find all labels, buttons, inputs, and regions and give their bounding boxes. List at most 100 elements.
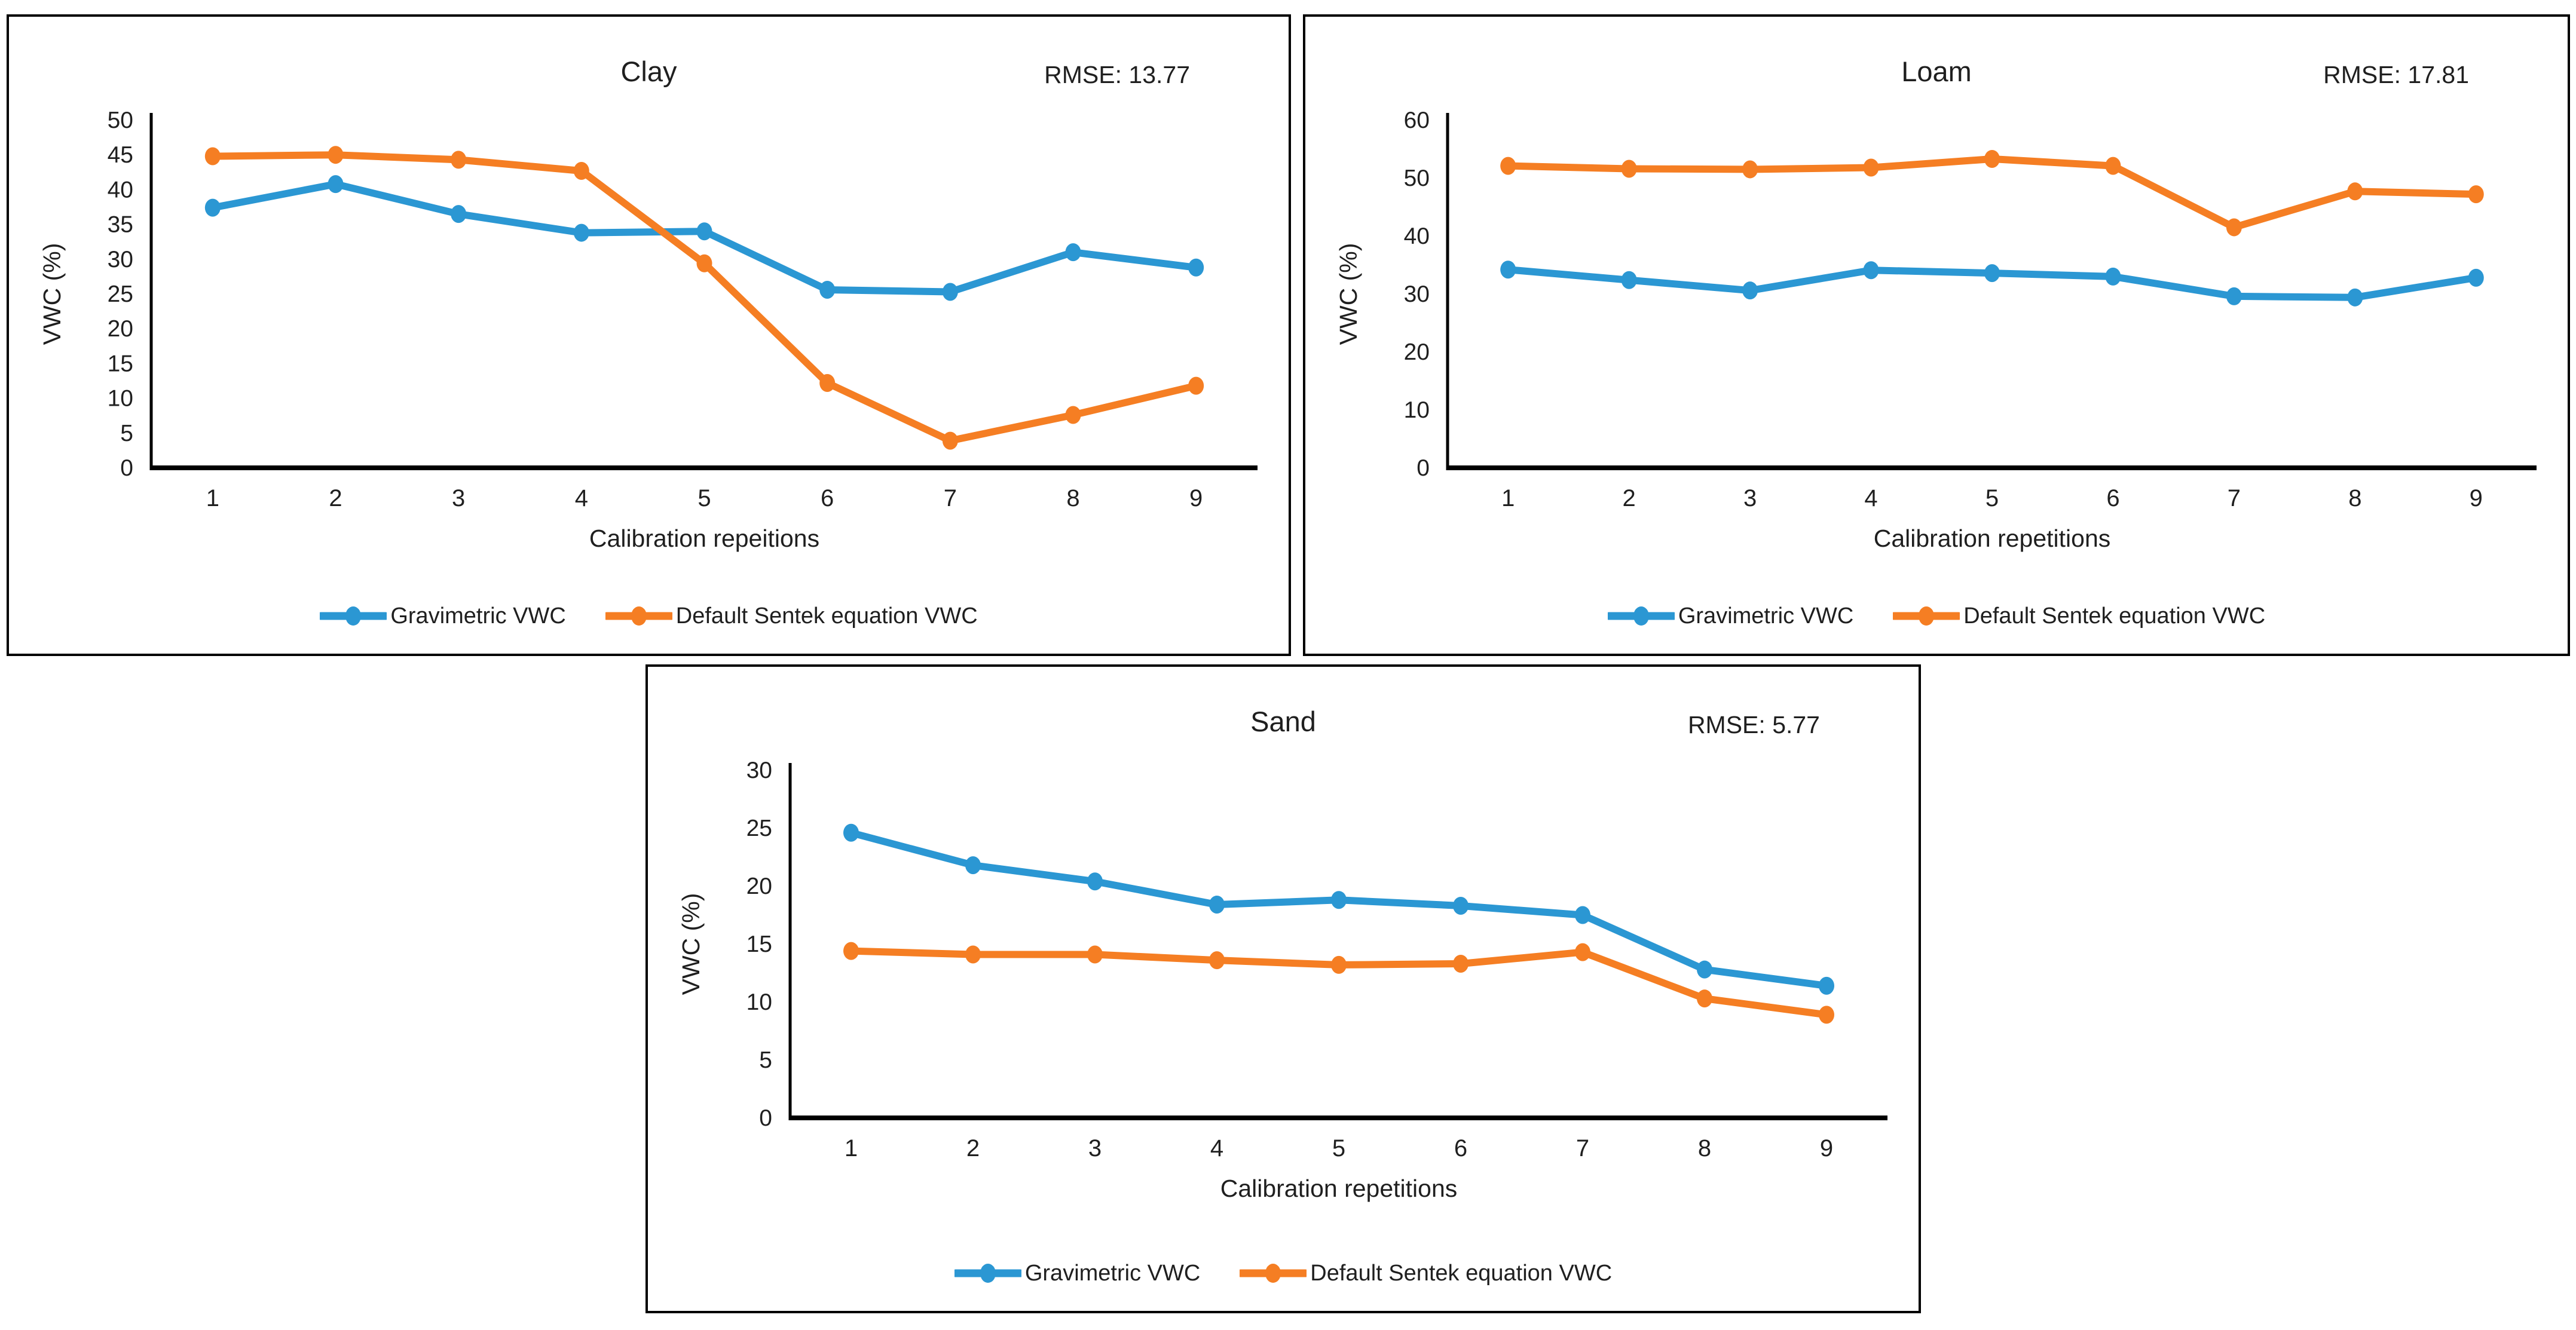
y-tick-label: 10 bbox=[1404, 397, 1430, 423]
x-tick-label: 6 bbox=[2106, 485, 2119, 511]
sentek-data-point bbox=[1065, 406, 1081, 424]
gravimetric-data-point bbox=[1863, 261, 1879, 280]
gravimetric-data-point bbox=[819, 281, 836, 299]
gravimetric-legend-marker-icon bbox=[320, 606, 387, 626]
sentek-data-point bbox=[1209, 951, 1225, 970]
x-tick-label: 9 bbox=[2470, 485, 2483, 511]
gravimetric-data-point bbox=[843, 823, 859, 842]
gravimetric-data-point bbox=[1331, 891, 1347, 909]
legend-item-sentek: Default Sentek equation VWC bbox=[1893, 602, 2265, 630]
x-tick-label: 9 bbox=[1820, 1135, 1833, 1162]
axes bbox=[788, 763, 1887, 1120]
chart-title-loam: Loam bbox=[1901, 56, 1972, 87]
y-tick-label: 0 bbox=[1417, 455, 1430, 481]
y-tick-label: 30 bbox=[747, 758, 772, 783]
sentek-data-point bbox=[965, 945, 981, 964]
x-tick-label: 6 bbox=[821, 485, 834, 511]
y-tick-label: 25 bbox=[108, 281, 133, 307]
x-tick-label: 8 bbox=[2348, 485, 2361, 511]
x-tick-label: 7 bbox=[944, 485, 957, 511]
y-tick-label: 35 bbox=[108, 212, 133, 238]
sentek-series-line bbox=[209, 151, 1200, 445]
sentek-data-point bbox=[843, 942, 859, 960]
y-tick-label: 20 bbox=[747, 874, 772, 899]
x-tick-label: 8 bbox=[1698, 1135, 1711, 1162]
gravimetric-legend-marker-icon bbox=[954, 1264, 1021, 1283]
x-tick-label: 2 bbox=[329, 485, 342, 511]
sentek-data-point bbox=[1742, 160, 1758, 179]
sentek-series-line bbox=[1504, 155, 2480, 231]
legend-loam: Gravimetric VWC Default Sentek equation V… bbox=[1305, 602, 2568, 630]
y-tick-label: 20 bbox=[108, 316, 133, 342]
legend-label-sentek: Default Sentek equation VWC bbox=[1963, 603, 2266, 629]
gravimetric-data-point bbox=[2105, 267, 2121, 286]
x-tick-label: 4 bbox=[575, 485, 588, 511]
legend-item-gravimetric: Gravimetric VWC bbox=[1607, 602, 1853, 630]
sentek-data-point bbox=[696, 254, 712, 272]
x-tick-label: 4 bbox=[1210, 1135, 1223, 1162]
y-tick-label: 0 bbox=[120, 455, 133, 481]
x-tick-labels: 1 2 3 4 5 6 7 8 9 bbox=[206, 485, 1203, 511]
gravimetric-series bbox=[1500, 261, 2484, 307]
legend-item-gravimetric: Gravimetric VWC bbox=[320, 602, 566, 630]
gravimetric-data-point bbox=[1819, 976, 1834, 995]
rmse-label-clay: RMSE: 13.77 bbox=[1044, 61, 1190, 88]
gravimetric-data-point bbox=[1209, 896, 1225, 914]
chart-title-sand: Sand bbox=[1250, 706, 1316, 737]
chart-panel-sand: Sand RMSE: 5.77 0 5 10 15 20 25 30 1 2 3 4 5 6 7 8 9 Cal… bbox=[645, 664, 1921, 1313]
x-tick-label: 3 bbox=[1088, 1135, 1102, 1162]
legend-label-gravimetric: Gravimetric VWC bbox=[390, 603, 566, 629]
x-tick-label: 7 bbox=[1576, 1135, 1589, 1162]
gravimetric-data-point bbox=[1621, 271, 1637, 289]
y-tick-label: 5 bbox=[759, 1047, 772, 1073]
y-tick-label: 10 bbox=[747, 989, 772, 1015]
sentek-data-point bbox=[1621, 160, 1637, 178]
y-tick-label: 15 bbox=[747, 931, 772, 957]
sentek-data-point bbox=[1331, 955, 1347, 974]
sentek-data-point bbox=[1453, 954, 1468, 973]
y-tick-label: 15 bbox=[108, 351, 133, 376]
y-axis-title: VWC (%) bbox=[677, 893, 705, 995]
gravimetric-data-point bbox=[1742, 281, 1758, 300]
gravimetric-data-point bbox=[1984, 264, 2000, 283]
sentek-data-point bbox=[1819, 1006, 1834, 1024]
gravimetric-data-point bbox=[573, 223, 589, 242]
rmse-label-loam: RMSE: 17.81 bbox=[2323, 61, 2469, 88]
x-tick-label: 5 bbox=[1332, 1135, 1345, 1162]
x-tick-label: 1 bbox=[845, 1135, 858, 1162]
chart-panel-loam: Loam RMSE: 17.81 0 10 20 30 40 50 60 1 2 3 4 5 6 7 8 9 C… bbox=[1303, 14, 2570, 656]
sentek-data-point bbox=[1697, 989, 1712, 1008]
sentek-data-point bbox=[204, 147, 221, 166]
sentek-data-point bbox=[1984, 149, 2000, 168]
legend-label-gravimetric: Gravimetric VWC bbox=[1024, 1260, 1201, 1286]
y-tick-labels: 0 5 10 15 20 25 30 bbox=[747, 758, 772, 1131]
gravimetric-data-point bbox=[942, 283, 958, 301]
gravimetric-data-point bbox=[204, 198, 221, 217]
sentek-data-point bbox=[819, 373, 836, 392]
x-axis-title: Calibration repetitions bbox=[1874, 525, 2111, 552]
sentek-data-point bbox=[2347, 182, 2363, 201]
x-tick-label: 2 bbox=[966, 1135, 980, 1162]
gravimetric-data-point bbox=[2468, 268, 2484, 287]
gravimetric-data-point bbox=[1500, 261, 1516, 279]
gravimetric-series bbox=[843, 823, 1834, 995]
legend-label-sentek: Default Sentek equation VWC bbox=[1310, 1260, 1613, 1286]
y-tick-label: 10 bbox=[108, 386, 133, 412]
sentek-legend-marker-icon bbox=[1893, 606, 1960, 626]
sentek-series bbox=[204, 146, 1204, 450]
legend-sand: Gravimetric VWC Default Sentek equation V… bbox=[648, 1259, 1919, 1287]
x-tick-label: 1 bbox=[206, 485, 219, 511]
gravimetric-data-point bbox=[1188, 258, 1204, 277]
sentek-data-point bbox=[2105, 157, 2121, 175]
sentek-legend-marker-icon bbox=[1240, 1264, 1307, 1283]
x-tick-labels: 1 2 3 4 5 6 7 8 9 bbox=[1501, 485, 2483, 511]
y-tick-label: 50 bbox=[1404, 166, 1430, 191]
y-tick-label: 45 bbox=[108, 142, 133, 168]
legend-item-gravimetric: Gravimetric VWC bbox=[954, 1259, 1200, 1287]
sentek-data-point bbox=[328, 146, 344, 164]
y-tick-label: 30 bbox=[108, 247, 133, 272]
gravimetric-data-point bbox=[1087, 872, 1103, 891]
axes bbox=[1446, 113, 2537, 470]
sentek-data-point bbox=[1500, 157, 1516, 175]
